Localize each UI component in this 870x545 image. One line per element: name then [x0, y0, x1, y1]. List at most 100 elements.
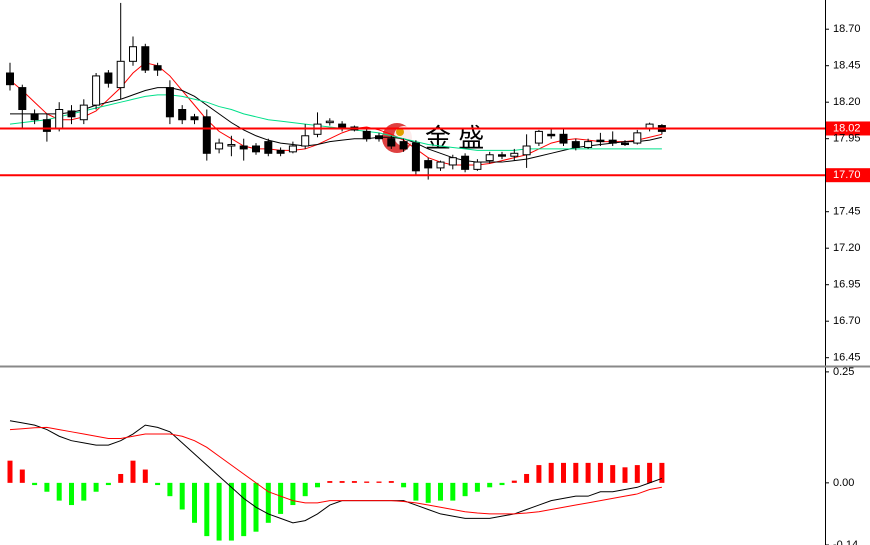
histogram-bar [228, 482, 234, 541]
candle-body [129, 46, 137, 62]
candle-body [559, 133, 568, 144]
candle-body [79, 104, 88, 121]
candle-body [325, 120, 334, 124]
candle-body [30, 113, 39, 121]
histogram-bar [524, 473, 530, 483]
candle-body [239, 145, 248, 150]
candle-body [375, 135, 383, 140]
histogram-bar [44, 482, 50, 492]
histogram-bar [179, 482, 185, 510]
candle-body [301, 135, 310, 147]
indicator-line [9, 62, 663, 166]
level-label-box [826, 168, 870, 183]
histogram-bar [585, 462, 591, 483]
candle-body [633, 132, 642, 144]
histogram-bar [561, 462, 566, 483]
histogram-bar [192, 482, 197, 523]
histogram-bar [659, 462, 665, 483]
y-tick-label: -0.14 [833, 539, 858, 545]
candle-body [461, 155, 470, 170]
candle-body [362, 130, 371, 140]
candle-body [424, 160, 433, 169]
candle-body [252, 145, 260, 153]
level-label: 17.70 [833, 169, 861, 181]
histogram-bar [511, 480, 517, 483]
histogram-bar [474, 482, 480, 492]
candle-body [190, 116, 199, 121]
histogram-bar [167, 482, 173, 497]
histogram-bar [142, 469, 148, 483]
candle-body [18, 87, 27, 110]
y-tick-label: 18.45 [833, 60, 861, 72]
histogram-bar [130, 460, 136, 483]
level-label: 18.02 [833, 122, 861, 134]
y-tick-label: 18.70 [833, 23, 861, 35]
candle-body [215, 142, 224, 150]
histogram-bar [155, 482, 161, 486]
histogram-bar [413, 482, 419, 501]
histogram-bar [93, 482, 99, 492]
histogram-bar [69, 482, 74, 506]
logo-dot [396, 128, 404, 136]
histogram-bar [499, 482, 505, 486]
y-tick-label: 0.00 [833, 477, 854, 489]
y-tick-label: 17.95 [833, 133, 861, 145]
watermark: 金 盛 [425, 123, 484, 153]
indicator-line [9, 420, 663, 524]
histogram-bar [302, 482, 308, 497]
histogram-bar [388, 481, 394, 483]
histogram-bar [487, 482, 493, 488]
candle-body [264, 141, 273, 154]
candle-body [202, 116, 211, 154]
y-tick-label: 18.20 [833, 96, 861, 108]
candle-body [178, 109, 187, 121]
candle-body [227, 144, 236, 147]
histogram-bar [315, 482, 320, 488]
candle-body [510, 152, 519, 157]
candle-body [485, 154, 494, 162]
candle-body [42, 119, 51, 132]
histogram-bar [56, 482, 62, 501]
indicator-line [10, 87, 663, 163]
histogram-bar [105, 482, 111, 486]
candle-body [288, 145, 297, 153]
candle-body [387, 138, 396, 147]
histogram-bar [376, 481, 382, 483]
y-tick-label: 0.25 [833, 366, 854, 378]
candle-body [411, 142, 420, 172]
candle-body [67, 110, 76, 118]
candle-body [584, 141, 593, 148]
level-label-box [826, 121, 870, 136]
histogram-bar [462, 482, 468, 497]
histogram-bar [278, 482, 284, 514]
histogram-bar [622, 467, 628, 483]
histogram-bar [265, 482, 271, 523]
y-tick-label: 16.95 [833, 279, 861, 291]
candle-body [92, 75, 101, 106]
histogram-bar [118, 473, 124, 483]
candle-body [473, 161, 482, 170]
candle-body [608, 139, 617, 144]
histogram-bar [351, 481, 357, 483]
histogram-bar [241, 482, 247, 537]
histogram-bar [425, 482, 431, 503]
histogram-bar [290, 482, 296, 506]
candle-body [534, 130, 543, 144]
candle-body [498, 154, 506, 157]
histogram-bar [19, 469, 25, 483]
candle-body [276, 149, 285, 154]
histogram-bar [450, 482, 456, 501]
candle-body [436, 161, 445, 169]
candle-body [153, 65, 162, 71]
histogram-bar [327, 481, 333, 483]
histogram-bar [32, 482, 38, 486]
candle-body [448, 157, 457, 166]
candle-body [571, 141, 580, 148]
histogram-bar [7, 460, 13, 483]
histogram-bar [81, 482, 87, 501]
y-tick-label: 16.70 [833, 315, 861, 327]
histogram-bar [647, 462, 653, 483]
candle-body [141, 46, 150, 71]
histogram-bar [401, 482, 407, 488]
